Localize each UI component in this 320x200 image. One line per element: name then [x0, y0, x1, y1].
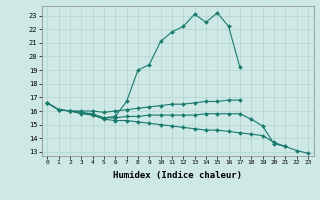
- X-axis label: Humidex (Indice chaleur): Humidex (Indice chaleur): [113, 171, 242, 180]
